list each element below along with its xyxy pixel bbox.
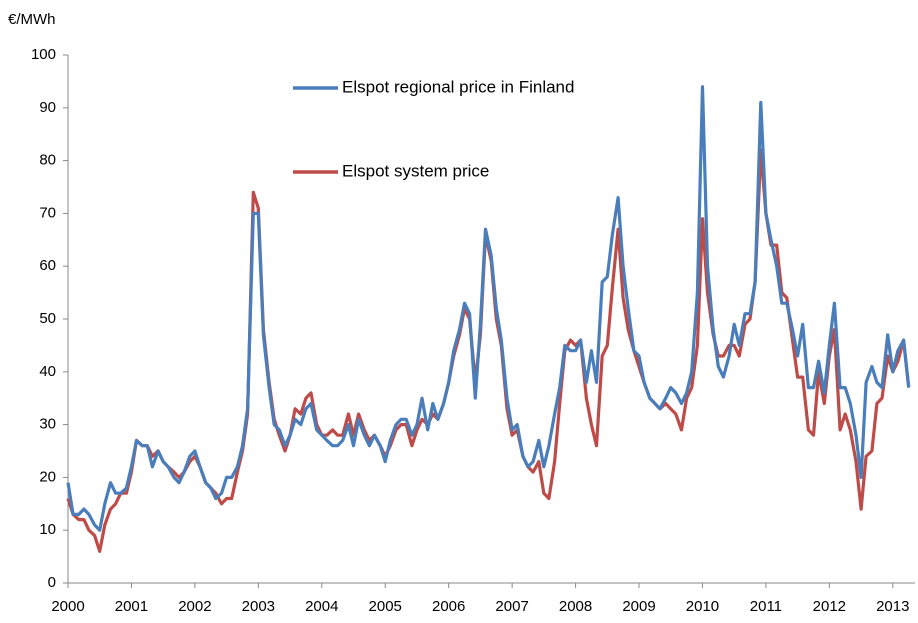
- x-tick-label: 2009: [622, 598, 655, 615]
- y-tick-label: 100: [31, 46, 56, 63]
- y-tick-label: 30: [39, 416, 56, 433]
- x-tick-label: 2002: [178, 598, 211, 615]
- legend-label: Elspot regional price in Finland: [342, 77, 574, 96]
- x-tick-label: 2003: [242, 598, 275, 615]
- x-tick-label: 2013: [876, 598, 909, 615]
- y-tick-label: 0: [48, 574, 56, 591]
- x-tick-label: 2007: [495, 598, 528, 615]
- y-tick-label: 40: [39, 363, 56, 380]
- y-tick-label: 80: [39, 152, 56, 169]
- x-tick-label: 2001: [115, 598, 148, 615]
- y-axis-label: €/MWh: [8, 11, 56, 28]
- series-line: [66, 85, 911, 532]
- x-tick-label: 2010: [686, 598, 719, 615]
- x-tick-label: 2006: [432, 598, 465, 615]
- x-tick-label: 2004: [305, 598, 338, 615]
- series-line: [66, 148, 911, 553]
- y-tick-label: 20: [39, 468, 56, 485]
- y-tick-label: 50: [39, 310, 56, 327]
- y-tick-label: 60: [39, 257, 56, 274]
- x-tick-label: 2011: [750, 598, 782, 615]
- y-tick-label: 70: [39, 204, 56, 221]
- y-tick-label: 10: [39, 521, 56, 538]
- x-tick-label: 2012: [813, 598, 846, 615]
- y-tick-label: 90: [39, 99, 56, 116]
- x-tick-label: 2008: [559, 598, 592, 615]
- x-tick-label: 2000: [51, 598, 84, 615]
- x-tick-label: 2005: [369, 598, 402, 615]
- legend-label: Elspot system price: [342, 161, 489, 180]
